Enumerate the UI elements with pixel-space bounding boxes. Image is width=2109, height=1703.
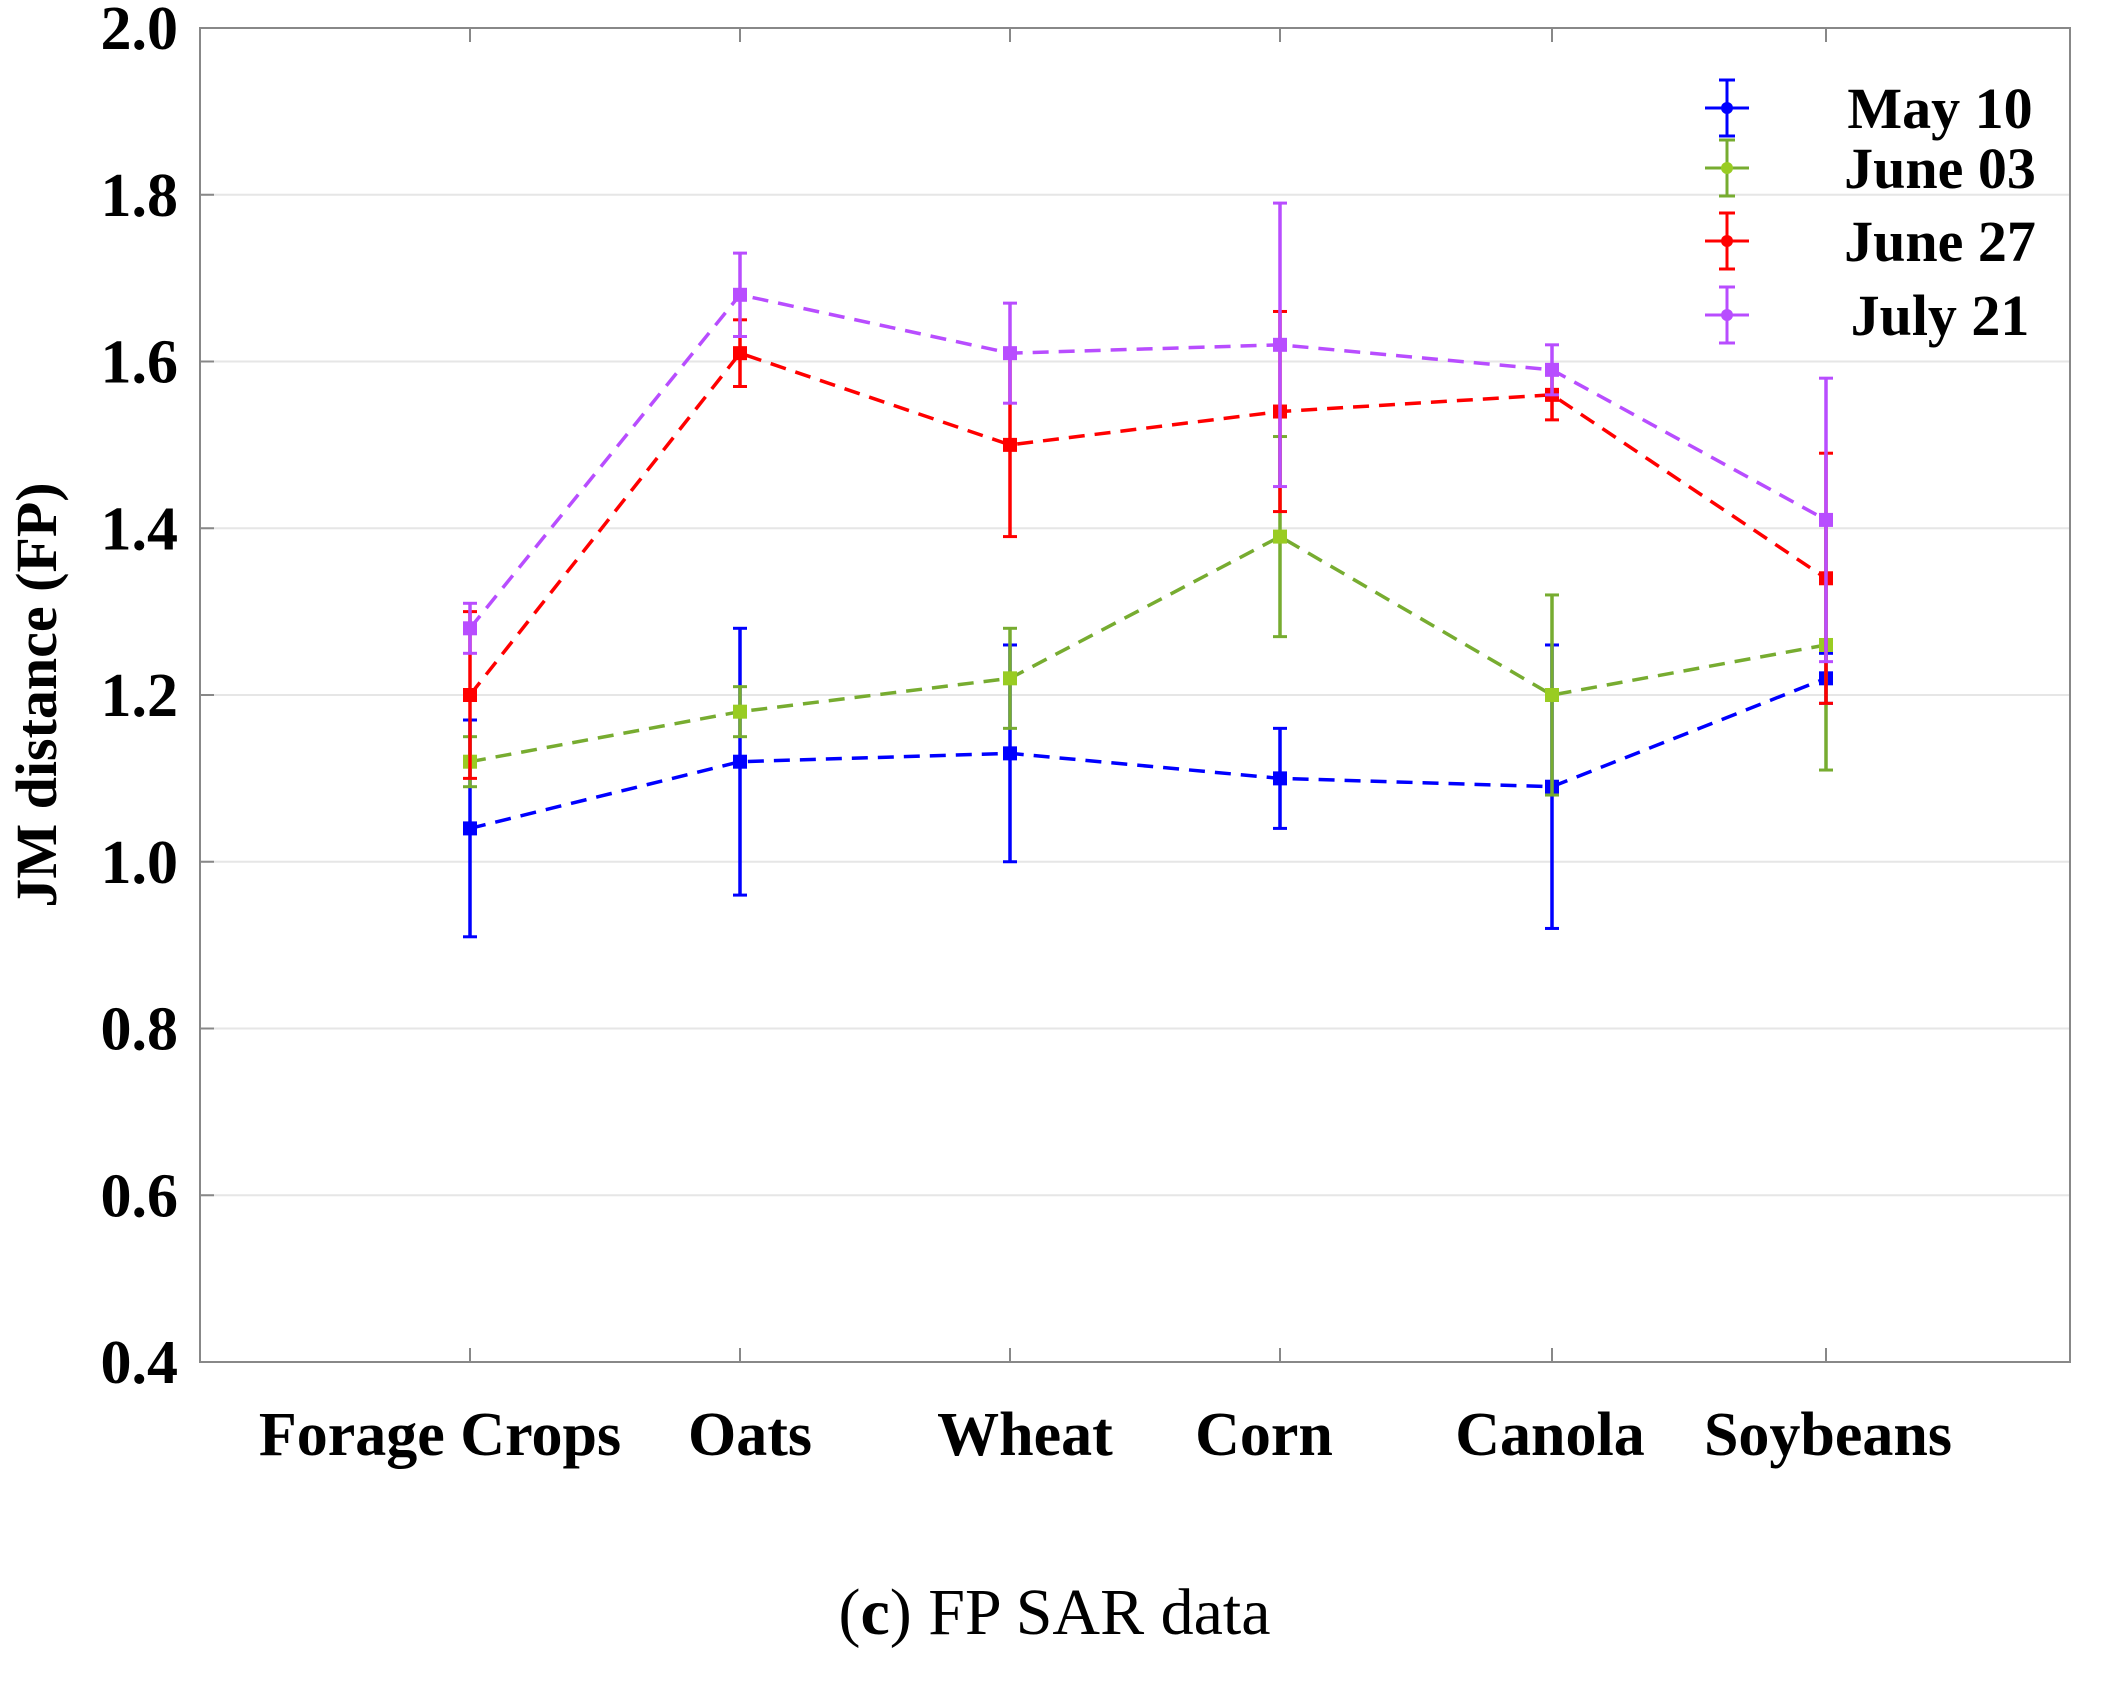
series-june-03 xyxy=(463,435,1833,797)
legend-marker xyxy=(1721,162,1733,174)
data-point xyxy=(1545,362,1559,377)
series-line xyxy=(469,676,1827,831)
series-line xyxy=(469,534,1827,764)
y-axis: 0.4 0.6 0.8 1.0 1.2 1.4 1.6 1.8 2.0 xyxy=(101,0,214,1397)
series-july-21 xyxy=(463,201,1833,664)
legend-marker xyxy=(1721,102,1733,114)
data-point xyxy=(463,621,477,636)
data-point xyxy=(1273,337,1287,352)
legend-label: June 27 xyxy=(1844,209,2036,274)
data-point xyxy=(1545,688,1559,702)
data-point xyxy=(1003,346,1017,361)
grid-lines xyxy=(200,193,2070,1197)
x-axis: Forage Crops Oats Wheat Corn Canola Soybeans xyxy=(259,28,1952,1469)
data-point xyxy=(733,346,747,361)
y-tick-label: 2.0 xyxy=(101,0,179,63)
data-point xyxy=(1819,512,1833,527)
series-layer xyxy=(463,201,1833,939)
y-tick-label: 1.6 xyxy=(101,329,179,397)
y-axis-label: JM distance (FP) xyxy=(4,482,69,907)
y-tick-label: 0.4 xyxy=(101,1329,179,1397)
x-tick-label: Corn xyxy=(1195,1401,1333,1469)
data-point xyxy=(1273,529,1287,544)
data-point xyxy=(1003,671,1017,686)
legend-label: July 21 xyxy=(1851,283,2030,348)
x-tick-label: Forage Crops xyxy=(259,1401,621,1469)
legend-marker xyxy=(1721,309,1733,321)
x-tick-label: Canola xyxy=(1455,1401,1644,1469)
legend-label: May 10 xyxy=(1847,76,2032,141)
figure-caption: (c) FP SAR data xyxy=(0,1575,2109,1651)
y-tick-label: 0.8 xyxy=(101,996,179,1064)
y-tick-label: 0.6 xyxy=(101,1162,179,1230)
legend-label: June 03 xyxy=(1844,136,2036,201)
x-tick-label: Wheat xyxy=(937,1401,1113,1469)
data-point xyxy=(1273,771,1287,786)
series-may-10 xyxy=(463,626,1833,939)
caption-panel-label: c xyxy=(860,1576,890,1649)
series-line xyxy=(468,292,1827,630)
data-point xyxy=(733,287,747,302)
x-tick-label: Soybeans xyxy=(1704,1401,1952,1469)
y-tick-label: 1.8 xyxy=(101,162,179,230)
legend-marker xyxy=(1721,235,1733,247)
data-point xyxy=(1003,437,1017,452)
caption-text: FP SAR data xyxy=(928,1576,1271,1649)
data-point xyxy=(1003,746,1017,761)
series-line xyxy=(468,351,1827,697)
y-tick-label: 1.0 xyxy=(101,829,179,897)
data-point xyxy=(733,754,747,769)
x-tick-label: Oats xyxy=(688,1401,812,1469)
caption-open-paren: ( xyxy=(838,1576,861,1649)
data-point xyxy=(733,704,747,719)
y-tick-label: 1.2 xyxy=(101,662,179,730)
y-tick-label: 1.4 xyxy=(101,495,179,563)
caption-close-paren: ) xyxy=(889,1576,912,1649)
data-point xyxy=(463,688,477,702)
data-point xyxy=(463,821,477,836)
